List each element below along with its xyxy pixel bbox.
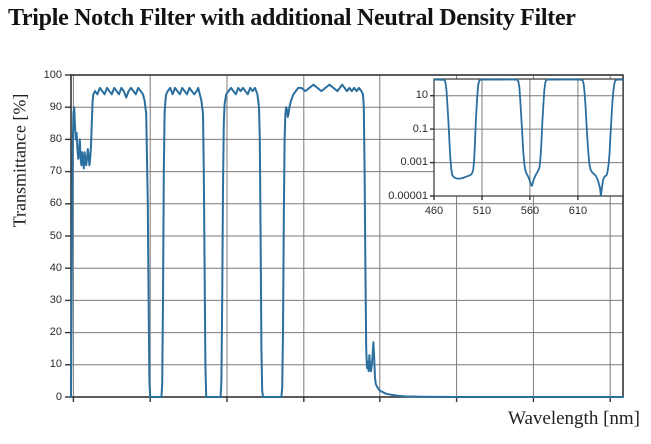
y-tick-label: 60 — [49, 197, 62, 210]
y-tick-label: 70 — [49, 165, 62, 178]
inset-y-tick-label: 10 — [415, 89, 428, 102]
inset-y-tick-label: 0.1 — [412, 122, 428, 135]
inset-plot-blocking-log-scale — [430, 78, 624, 200]
inset-x-tick-label: 510 — [472, 205, 492, 217]
y-tick-label: 10 — [49, 358, 62, 371]
y-tick-label: 50 — [49, 229, 62, 242]
y-tick-label: 0 — [55, 390, 62, 403]
transmittance-curve — [70, 83, 624, 398]
main-plot-frame — [70, 74, 624, 398]
x-axis-label: Wavelength [nm] — [508, 408, 640, 429]
y-tick-label: 100 — [43, 68, 62, 81]
inset-y-tick-label: 0.001 — [400, 156, 428, 169]
inset-y-tick-label: 0.00001 — [388, 189, 428, 202]
inset-x-tick-label: 560 — [520, 205, 540, 217]
y-axis-label: Transmittance [%] — [9, 93, 30, 228]
main-plot — [65, 74, 624, 402]
y-tick-label: 30 — [49, 293, 62, 306]
y-tick-label: 90 — [49, 100, 62, 113]
y-tick-label: 80 — [49, 132, 62, 145]
inset-plot-frame — [433, 78, 624, 197]
y-tick-label: 40 — [49, 261, 62, 274]
inset-x-tick-label: 460 — [424, 205, 444, 217]
inset-x-tick-label: 610 — [568, 205, 588, 217]
inset-blocking-curve — [433, 78, 624, 197]
y-tick-label: 20 — [49, 326, 62, 339]
chart-title: Triple Notch Filter with additional Neut… — [8, 5, 576, 31]
